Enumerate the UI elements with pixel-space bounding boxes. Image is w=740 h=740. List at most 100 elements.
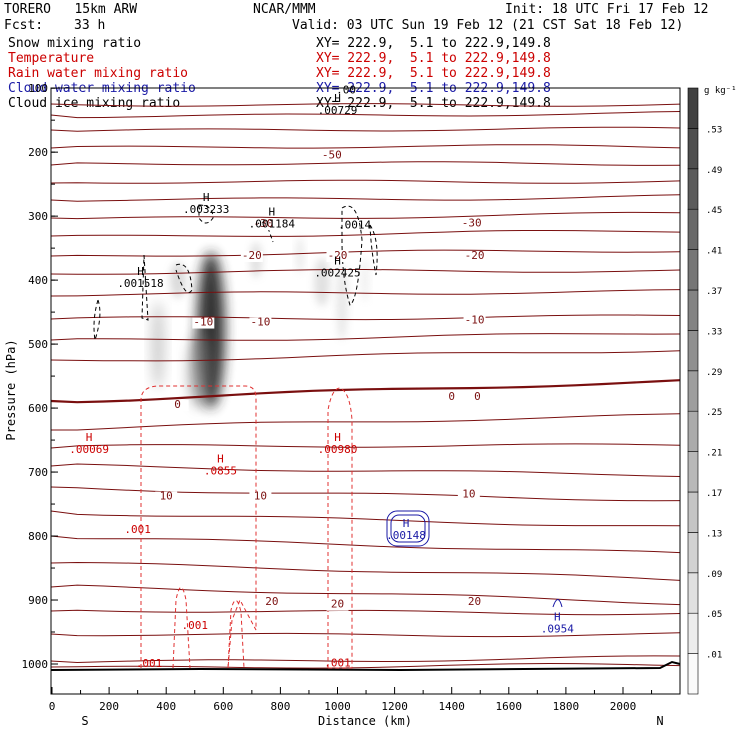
field-name-cloud-ice: Cloud ice mixing ratio: [8, 96, 181, 111]
max-value-7: .00980: [318, 443, 358, 456]
temperature-label-7: -10: [250, 316, 270, 329]
valid-time: Valid: 03 UTC Sun 19 Feb 12 (21 CST Sat …: [292, 18, 684, 33]
y-tick-label-5: 600: [28, 402, 48, 415]
max-marker-0: H: [203, 191, 210, 204]
max-marker-13: H: [554, 611, 561, 624]
colorbar-swatch-0: [687, 653, 699, 695]
snow-shade-1: [188, 332, 212, 408]
max-value-8: .001: [124, 523, 151, 536]
temperature-label-9: 0: [174, 398, 181, 411]
colorbar-swatch-9: [687, 289, 699, 331]
cloud-water-contour-3: [552, 599, 563, 608]
colorbar-tick-5: .21: [706, 449, 722, 459]
temperature-line-15: [50, 379, 681, 404]
temp-label-bg-10: [440, 391, 463, 403]
y-tick-label-6: 700: [28, 466, 48, 479]
temperature-line-26: [50, 655, 681, 664]
temperature-label-16: 20: [331, 598, 344, 611]
rain-contour-inner-2: [227, 600, 245, 669]
temperature-label-3: -20: [242, 249, 262, 262]
x-end-label-north: N: [656, 714, 663, 728]
cloud-water-contour-1: [386, 510, 430, 547]
temp-label-bg-3: [240, 251, 263, 263]
y-tick-label-4: 500: [28, 338, 48, 351]
field-xy-snow: XY= 222.9, 5.1 to 222.9,149.8: [316, 36, 551, 51]
temperature-line-25: [50, 632, 681, 638]
colorbar-tick-0: .01: [706, 651, 722, 661]
snow-shade-2: [151, 301, 165, 389]
max-value-4: .0014: [338, 218, 371, 231]
mixing-ratio-contours: [93, 204, 563, 669]
ice-contour-1: [93, 299, 101, 341]
temperature-line-8: [50, 230, 681, 237]
temperature-line-23: [50, 584, 681, 606]
temp-label-bg-16: [326, 599, 349, 611]
max-marker-1: H: [269, 206, 276, 219]
max-value-9: .001: [182, 619, 209, 632]
temperature-label-4: -20: [328, 249, 348, 262]
temperature-line-2: [50, 126, 681, 132]
y-tick-label-2: 300: [28, 210, 48, 223]
max-value-2: .001518: [117, 277, 163, 290]
forecast-hour: 33 h: [74, 18, 106, 33]
colorbar-tick-2: .09: [706, 570, 722, 580]
temperature-line-11: [50, 289, 681, 297]
y-tick-label-8: 900: [28, 594, 48, 607]
temperature-label-5: -20: [465, 249, 485, 262]
field-xy-temperature: XY= 222.9, 5.1 to 222.9,149.8: [316, 51, 551, 66]
colorbar-tick-3: .13: [706, 529, 722, 539]
temp-label-bg-15: [260, 597, 283, 609]
colorbar-swatch-1: [687, 612, 699, 654]
y-tick-label-7: 800: [28, 530, 48, 543]
colorbar-swatch-2: [687, 572, 699, 614]
temperature-line-10: [50, 269, 681, 275]
x-tick-label-5: 1000: [324, 700, 351, 713]
colorbar-tick-8: .33: [706, 327, 722, 337]
x-end-label-south: S: [81, 714, 88, 728]
temperature-label-11: 0: [474, 390, 481, 403]
plot-frame: [50, 87, 681, 695]
x-tick-label-10: 2000: [610, 700, 637, 713]
max-value-6: .0855: [204, 465, 237, 478]
temp-label-bg-2: [460, 218, 483, 230]
field-name-snow: Snow mixing ratio: [8, 36, 142, 51]
forecast-label: Fcst:: [4, 18, 44, 33]
ice-contour-6: [369, 224, 378, 276]
colorbar-swatch-5: [687, 451, 699, 493]
temperature-label-8: -10: [465, 314, 485, 327]
x-tick-label-7: 1400: [438, 700, 465, 713]
max-value-5: .00069: [69, 443, 109, 456]
max-marker-3: H: [334, 254, 341, 267]
temp-label-bg-0: [320, 150, 343, 162]
center-label: NCAR/MMM: [253, 2, 316, 17]
colorbar-tick-11: .45: [706, 206, 722, 216]
colorbar-tick-4: .17: [706, 489, 722, 499]
temperature-label-0: -50: [322, 149, 342, 162]
temperature-contours: [50, 103, 681, 672]
temperature-label-17: 20: [468, 595, 481, 608]
temperature-line-16: [51, 413, 681, 431]
contour-labels: -50 -30 -30 -20 -20 -20 -10 -10 -10 0 0 0 10 10 10 20 20…: [69, 83, 574, 670]
temp-label-bg-13: [249, 491, 272, 503]
temperature-label-13: 10: [254, 490, 267, 503]
temperature-label-2: -30: [462, 216, 482, 229]
max-marker-7: H: [334, 431, 341, 444]
temp-label-bg-7: [249, 317, 272, 329]
field-name-temperature: Temperature: [8, 51, 95, 66]
snow-shade-5: [296, 237, 304, 273]
temperature-line-21: [50, 535, 681, 554]
x-tick-label-8: 1600: [496, 700, 523, 713]
temperature-label-10: 0: [448, 390, 455, 403]
colorbar-tick-6: .25: [706, 408, 722, 418]
max-marker-12: H: [403, 517, 410, 530]
y-tick-label-0: 100: [28, 82, 48, 95]
snow-shade-8: [361, 258, 369, 302]
ground-line: [50, 660, 681, 672]
temperature-line-13: [50, 333, 681, 341]
temperature-line-17: [50, 443, 681, 449]
temperature-line-1: [50, 111, 681, 119]
temp-label-bg-11: [466, 391, 489, 403]
max-marker-6: H: [217, 453, 224, 466]
